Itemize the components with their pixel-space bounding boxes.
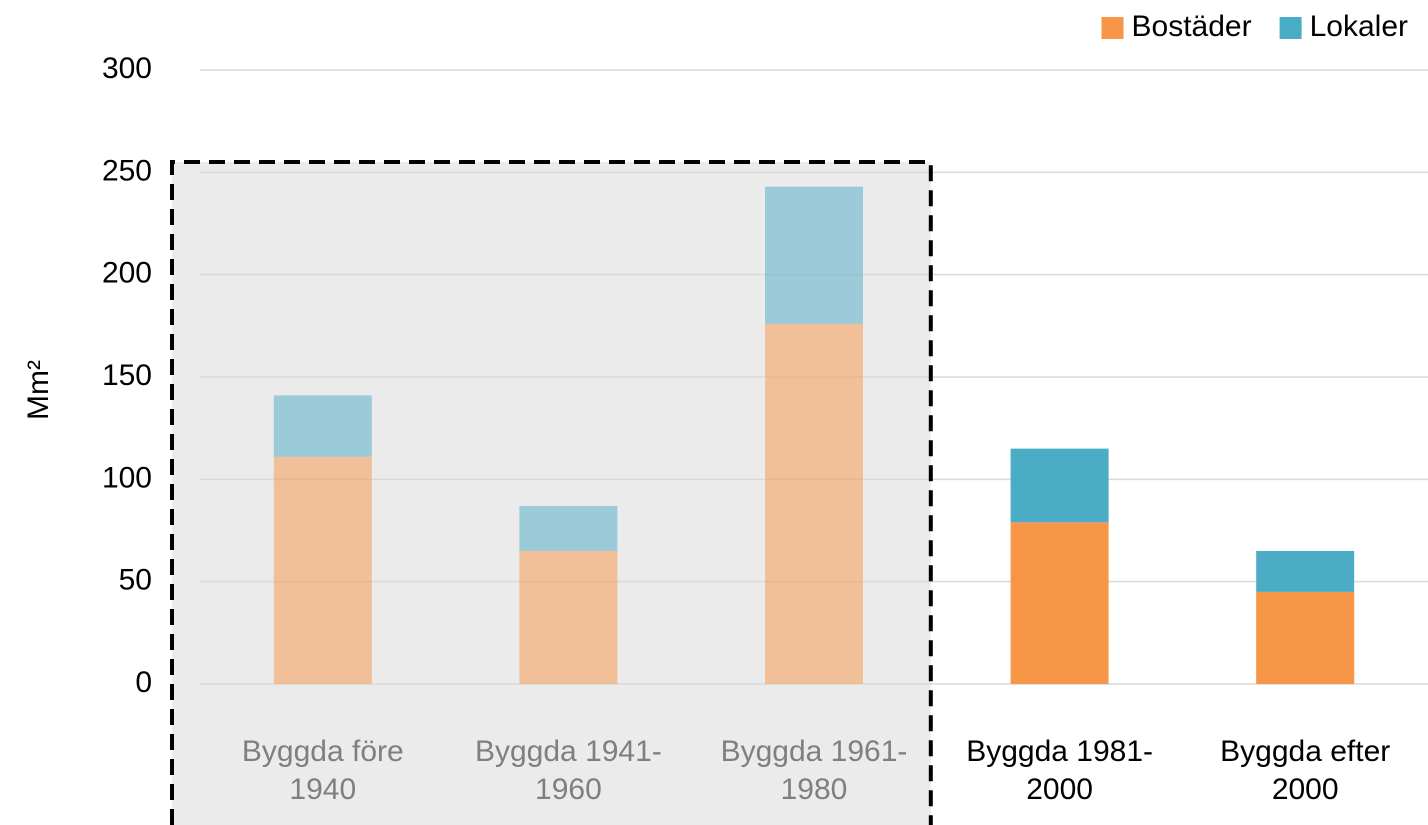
legend-label: Lokaler: [1310, 10, 1408, 43]
x-tick-label: Byggda 1941-1960: [474, 735, 662, 806]
bar-segment: [1010, 448, 1109, 523]
y-tick-label: 150: [102, 359, 152, 392]
bar-segment: [1010, 522, 1109, 684]
bar-segment: [519, 505, 618, 551]
highlight-border: [170, 160, 933, 825]
legend-swatch: [1279, 17, 1302, 39]
bar-segment: [1256, 591, 1355, 684]
x-tick-label: Byggda 1961-1980: [720, 735, 908, 806]
bar-segment: [765, 323, 863, 684]
bar-segment: [273, 456, 372, 684]
y-tick-label: 200: [102, 257, 152, 290]
y-tick-label: 300: [102, 52, 152, 85]
x-tick-label: Byggda efter 2000: [1220, 735, 1391, 806]
bar-segment: [519, 550, 618, 684]
legend-label: Bostäder: [1132, 10, 1252, 43]
bar-segment: [1256, 550, 1355, 592]
x-tick-label: Byggda före 1940: [241, 735, 404, 806]
bar-segment: [765, 186, 863, 324]
y-tick-label: 50: [119, 564, 152, 597]
bar-segment: [273, 395, 372, 457]
y-axis-label: Mm²: [22, 360, 55, 420]
legend-swatch: [1101, 17, 1124, 39]
y-tick-label: 250: [102, 154, 152, 187]
y-tick-label: 0: [135, 666, 152, 699]
y-tick-label: 100: [102, 461, 152, 494]
x-tick-label: Byggda 1981-2000: [966, 735, 1153, 806]
